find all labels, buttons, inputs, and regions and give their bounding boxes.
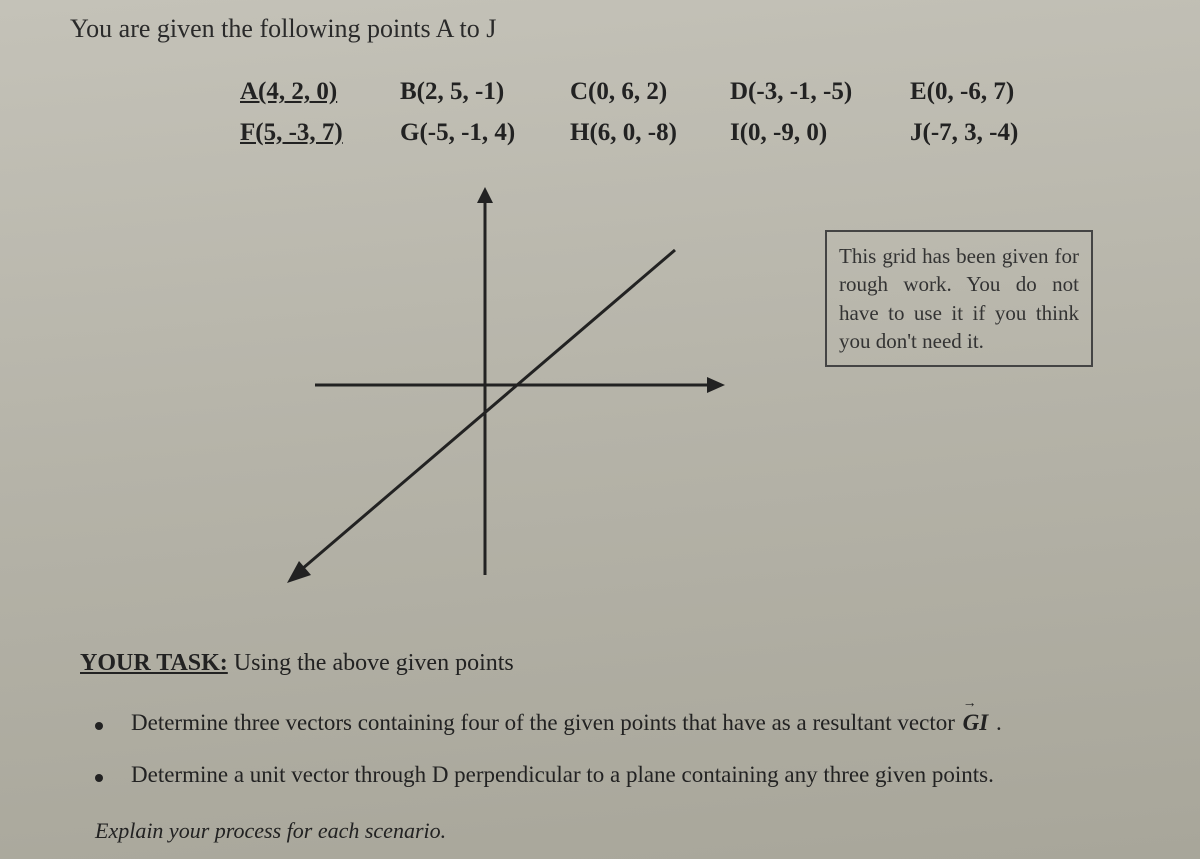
explain-line: Explain your process for each scenario. [95, 818, 446, 844]
bullet-dot-icon [95, 722, 103, 730]
point-c: C(0, 6, 2) [570, 76, 730, 109]
point-e: E(0, -6, 7) [910, 76, 1060, 109]
bullet-dot-icon [95, 774, 103, 782]
point-d: D(-3, -1, -5) [730, 76, 910, 109]
point-b: B(2, 5, -1) [400, 76, 570, 109]
y-axis-arrow [477, 187, 493, 203]
axis-diagram [255, 185, 735, 585]
x-axis-arrow [707, 377, 725, 393]
point-f: F(5, -3, 7) [240, 117, 400, 150]
task-label: YOUR TASK: [80, 650, 228, 676]
point-a: A(4, 2, 0) [240, 76, 400, 109]
point-j: J(-7, 3, -4) [910, 117, 1060, 150]
task-line: YOUR TASK: Using the above given points [80, 650, 514, 677]
bullet-1-pre: Determine three vectors containing four … [131, 710, 961, 735]
point-h: H(6, 0, -8) [570, 117, 730, 150]
vector-gi: GI [961, 710, 991, 736]
info-box: This grid has been given for rough work.… [825, 230, 1093, 367]
bullet-2-text: Determine a unit vector through D perpen… [131, 762, 994, 788]
page-heading: You are given the following points A to … [70, 14, 496, 44]
bullet-1-text: Determine three vectors containing four … [131, 710, 1002, 736]
bullet-1-post: . [990, 710, 1002, 735]
axis-svg [255, 185, 735, 585]
bullet-2: Determine a unit vector through D perpen… [95, 762, 1155, 788]
points-grid: A(4, 2, 0) B(2, 5, -1) C(0, 6, 2) D(-3, … [240, 76, 1060, 149]
point-g: G(-5, -1, 4) [400, 117, 570, 150]
worksheet-page: You are given the following points A to … [0, 0, 1200, 859]
task-bullets: Determine three vectors containing four … [95, 710, 1155, 814]
bullet-1: Determine three vectors containing four … [95, 710, 1155, 736]
task-text: Using the above given points [228, 650, 514, 676]
point-i: I(0, -9, 0) [730, 117, 910, 150]
